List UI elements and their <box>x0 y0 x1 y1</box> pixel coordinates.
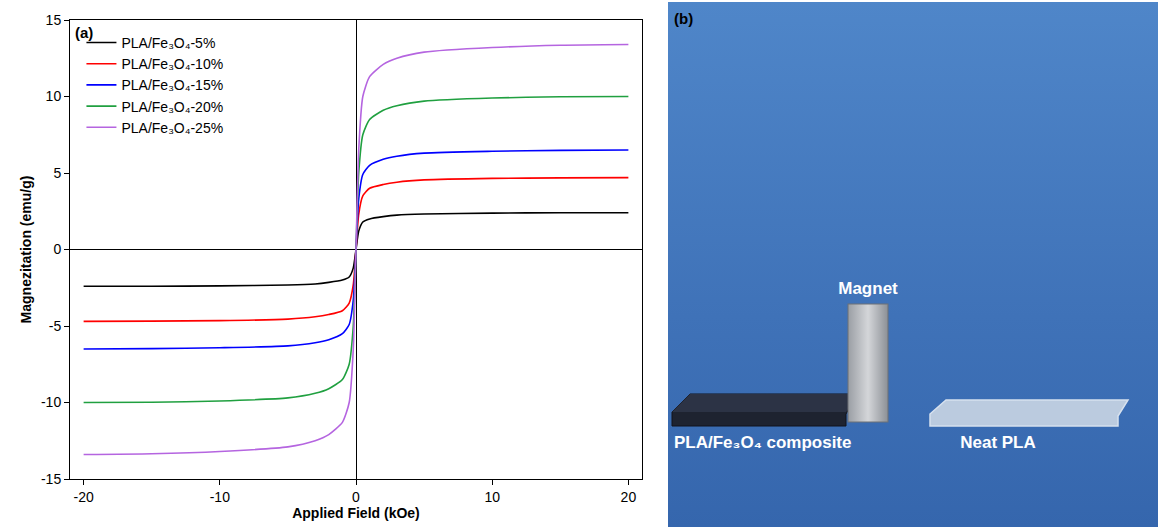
svg-text:-10: -10 <box>41 394 61 410</box>
svg-text:10: 10 <box>46 88 62 104</box>
svg-text:-10: -10 <box>210 489 230 505</box>
svg-text:PLA/Fe₃O₄-5%: PLA/Fe₃O₄-5% <box>121 35 215 51</box>
svg-text:PLA/Fe₃O₄-20%: PLA/Fe₃O₄-20% <box>121 99 223 115</box>
svg-text:Neat PLA: Neat PLA <box>960 433 1036 452</box>
svg-text:0: 0 <box>53 241 61 257</box>
svg-text:PLA/Fe₃O₄ composite: PLA/Fe₃O₄ composite <box>674 433 852 452</box>
svg-text:10: 10 <box>484 489 500 505</box>
svg-text:Magnet: Magnet <box>838 279 898 298</box>
svg-text:PLA/Fe₃O₄-10%: PLA/Fe₃O₄-10% <box>121 56 223 72</box>
svg-text:PLA/Fe₃O₄-25%: PLA/Fe₃O₄-25% <box>121 120 223 136</box>
svg-text:-5: -5 <box>49 318 62 334</box>
svg-text:-15: -15 <box>41 471 61 487</box>
svg-text:20: 20 <box>621 489 637 505</box>
svg-text:(b): (b) <box>674 10 693 27</box>
svg-text:5: 5 <box>53 165 61 181</box>
svg-text:PLA/Fe₃O₄-15%: PLA/Fe₃O₄-15% <box>121 77 223 93</box>
svg-text:Applied Field (kOe): Applied Field (kOe) <box>292 505 420 521</box>
svg-text:Magnezitation (emu/g): Magnezitation (emu/g) <box>18 176 34 324</box>
svg-text:-20: -20 <box>74 489 94 505</box>
svg-text:15: 15 <box>46 12 62 28</box>
svg-text:(a): (a) <box>75 24 93 41</box>
svg-text:0: 0 <box>352 489 360 505</box>
